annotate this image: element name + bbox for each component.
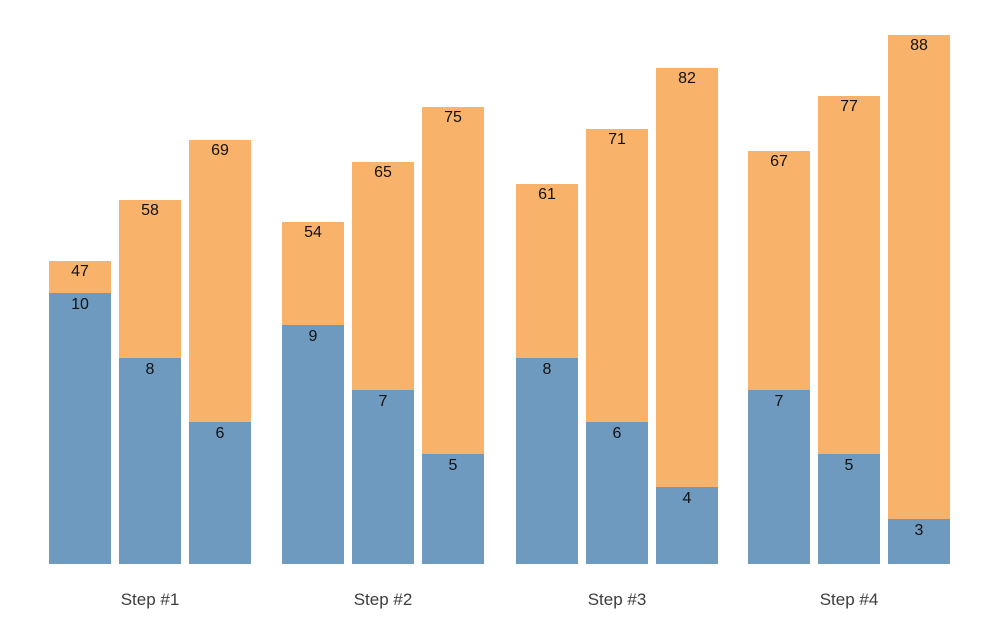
bar-segment-bottom-blue [49, 293, 111, 564]
category-label: Step #3 [587, 590, 647, 609]
bar-segment-bottom-blue [586, 422, 648, 564]
bar-segment-top-orange [516, 184, 578, 358]
bar-segment-bottom-blue [888, 519, 950, 564]
bar-segment-bottom-blue [189, 422, 251, 564]
bar-segment-top-orange [422, 107, 484, 454]
bar-segment-top-orange [818, 96, 880, 454]
bar-segment-top-orange [119, 200, 181, 358]
bar-segment-top-orange [748, 151, 810, 390]
bar-segment-top-orange [888, 35, 950, 519]
category-label: Step #1 [120, 590, 180, 609]
category-label: Step #2 [353, 590, 413, 609]
bar-segment-bottom-blue [656, 487, 718, 564]
bar-segment-top-orange [586, 129, 648, 422]
bar-segment-bottom-blue [818, 454, 880, 564]
bar-segment-top-orange [189, 140, 251, 422]
bar-segment-bottom-blue [748, 390, 810, 564]
bar-segment-top-orange [352, 162, 414, 390]
bar-segment-bottom-blue [119, 358, 181, 564]
category-label: Step #4 [819, 590, 879, 609]
bar-segment-top-orange [49, 261, 111, 293]
bar-segment-bottom-blue [516, 358, 578, 564]
bar-segment-bottom-blue [282, 325, 344, 564]
bar-segment-top-orange [656, 68, 718, 487]
bar-segment-bottom-blue [352, 390, 414, 564]
bar-segment-bottom-blue [422, 454, 484, 564]
bar-segment-top-orange [282, 222, 344, 325]
